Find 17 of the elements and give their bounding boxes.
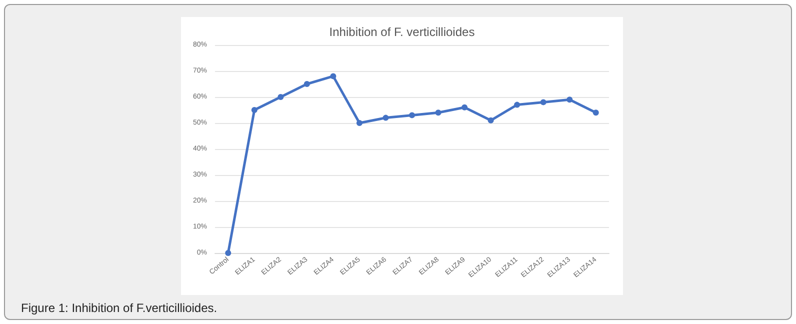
point: [356, 120, 362, 126]
point: [514, 102, 520, 108]
caption: Figure 1: Inhibition of F.verticillioides.: [21, 301, 218, 315]
point: [409, 112, 415, 118]
point: [330, 73, 336, 80]
point: [566, 96, 573, 103]
point: [251, 107, 258, 113]
point: [225, 250, 232, 256]
point: [304, 81, 310, 87]
point: [462, 104, 468, 110]
point: [278, 94, 284, 100]
point: [540, 99, 546, 106]
point: [435, 110, 442, 116]
point: [592, 110, 599, 116]
point: [382, 114, 389, 121]
point: [488, 117, 494, 124]
chart-title: Inhibition of F. verticillioides: [329, 25, 475, 39]
